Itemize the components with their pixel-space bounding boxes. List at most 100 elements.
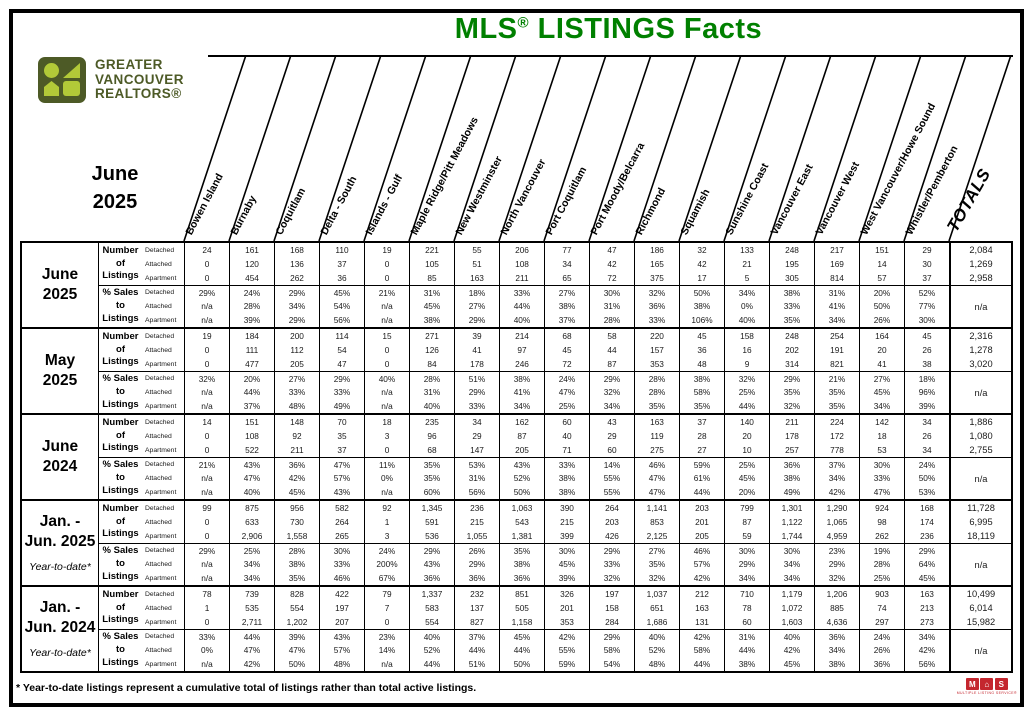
data-cell: 1,558 — [274, 529, 319, 543]
data-cell: 197 — [589, 587, 634, 601]
data-cell: 44% — [499, 299, 544, 313]
row-total-cell: 11,728 — [949, 501, 1011, 515]
type-label: Apartment — [142, 615, 184, 629]
data-cell: 34% — [904, 629, 949, 643]
data-cell: 36% — [499, 571, 544, 585]
data-cell: n/a — [184, 657, 229, 671]
data-cell: 32% — [634, 571, 679, 585]
data-cell: 74 — [859, 601, 904, 615]
data-cell: 53% — [904, 485, 949, 499]
type-label: Attached — [142, 257, 184, 271]
data-cell: 37% — [454, 629, 499, 643]
data-cell: 37 — [679, 415, 724, 429]
metric-label-line: Number — [103, 331, 139, 344]
data-cell: 201 — [679, 515, 724, 529]
data-cell: 50% — [859, 299, 904, 313]
data-cell: 96% — [904, 385, 949, 399]
data-cell: 236 — [904, 529, 949, 543]
data-cell: 55% — [589, 471, 634, 485]
data-cell: 29% — [184, 543, 229, 557]
title-rest: LISTINGS Facts — [529, 13, 762, 45]
data-cell: 505 — [499, 601, 544, 615]
data-cell: 31% — [589, 299, 634, 313]
data-cell: 20 — [724, 429, 769, 443]
metric-label-line: Listings — [102, 442, 138, 455]
data-cell: 1,206 — [814, 587, 859, 601]
data-cell: 1,345 — [409, 501, 454, 515]
data-cell: 77% — [904, 299, 949, 313]
data-cell: 275 — [634, 443, 679, 457]
data-cell: 43% — [229, 457, 274, 471]
data-cell: 20% — [724, 485, 769, 499]
row-total-cell: 1,269 — [949, 257, 1011, 271]
period-label: Jan. - — [40, 512, 80, 532]
type-label: Attached — [142, 515, 184, 529]
data-cell: 45% — [499, 629, 544, 643]
metric-label-line: of — [116, 344, 125, 357]
data-cell: 36% — [769, 457, 814, 471]
data-cell: 34% — [769, 571, 814, 585]
data-cell: 814 — [814, 271, 859, 285]
data-cell: 47% — [229, 471, 274, 485]
data-cell: 42% — [904, 643, 949, 657]
data-cell: 543 — [499, 515, 544, 529]
data-cell: 79 — [364, 587, 409, 601]
data-cell: 51% — [454, 371, 499, 385]
data-cell: 203 — [589, 515, 634, 529]
row-total-cell: 10,499 — [949, 587, 1011, 601]
row-total-cell: 3,020 — [949, 357, 1011, 371]
data-cell: 17 — [679, 271, 724, 285]
row-group-jan-jun-2024: Jan. -Jun. 2024Year-to-date*NumberofList… — [22, 585, 1011, 671]
data-cell: 0% — [364, 471, 409, 485]
data-cell: 200 — [274, 329, 319, 343]
data-cell: n/a — [184, 571, 229, 585]
data-cell: 924 — [859, 501, 904, 515]
data-cell: 25% — [859, 571, 904, 585]
metric-label-line: of — [116, 430, 125, 443]
data-cell: 39 — [454, 329, 499, 343]
row-total-cell: 1,080 — [949, 429, 1011, 443]
title-mls: MLS — [455, 13, 518, 45]
type-label: Detached — [142, 457, 184, 471]
data-cell: 15 — [364, 329, 409, 343]
data-cell: 4,959 — [814, 529, 859, 543]
data-cell: 10 — [724, 443, 769, 457]
data-cell: 41 — [859, 357, 904, 371]
data-cell: 38% — [409, 313, 454, 327]
data-cell: 72 — [589, 271, 634, 285]
data-cell: 47% — [859, 485, 904, 499]
data-cell: 583 — [409, 601, 454, 615]
data-cell: 33% — [859, 471, 904, 485]
data-cell: 34% — [274, 299, 319, 313]
data-cell: 29% — [454, 557, 499, 571]
metric-label-line: of — [116, 516, 125, 529]
data-cell: 28% — [859, 557, 904, 571]
data-cell: 28% — [589, 313, 634, 327]
data-cell: 31% — [454, 471, 499, 485]
data-cell: 20 — [859, 343, 904, 357]
data-cell: 55 — [454, 243, 499, 257]
data-cell: 213 — [904, 601, 949, 615]
data-cell: 37 — [904, 271, 949, 285]
data-cell: 45% — [274, 485, 319, 499]
data-cell: 44% — [409, 657, 454, 671]
data-cell: 57 — [859, 271, 904, 285]
data-cell: 59 — [724, 529, 769, 543]
metric-pct-sales-to-listings: % Sales toListings — [98, 543, 142, 585]
period-cell: June2024 — [22, 415, 98, 499]
data-cell: 4,636 — [814, 615, 859, 629]
data-cell: 178 — [769, 429, 814, 443]
data-cell: 158 — [724, 329, 769, 343]
data-cell: 27% — [634, 543, 679, 557]
period-label: Jan. - — [40, 598, 80, 618]
data-cell: 1 — [364, 515, 409, 529]
data-cell: 92 — [274, 429, 319, 443]
data-cell: 92 — [364, 501, 409, 515]
data-cell: 875 — [229, 501, 274, 515]
data-cell: 172 — [814, 429, 859, 443]
data-cell: 828 — [274, 587, 319, 601]
metric-label-line: Listings — [102, 313, 138, 326]
data-cell: 37% — [544, 313, 589, 327]
data-cell: n/a — [364, 657, 409, 671]
row-total-cell: 2,084 — [949, 243, 1011, 257]
